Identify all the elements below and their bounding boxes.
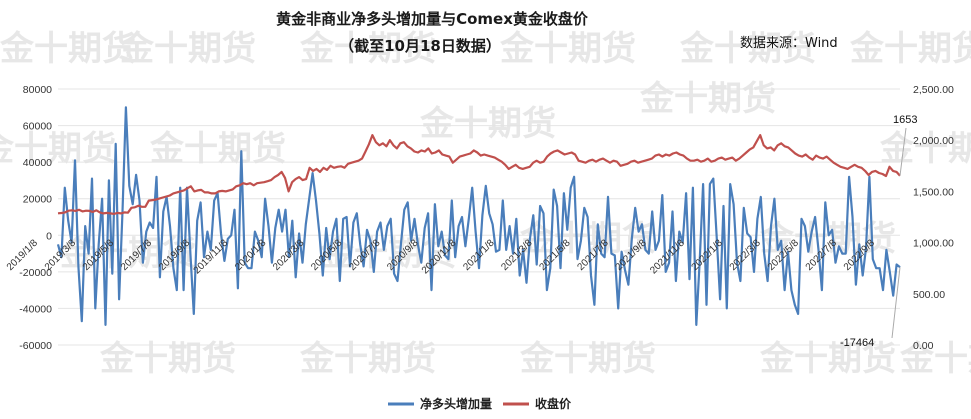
legend-label-net-long: 净多头增加量 bbox=[420, 396, 492, 411]
watermark-text: 金十期货 bbox=[0, 129, 116, 169]
watermark-text: 金十期货 bbox=[0, 29, 136, 69]
callout-line-close bbox=[899, 127, 907, 176]
series-line-net-long bbox=[56, 106, 901, 326]
y-left-tick-label: 40000 bbox=[23, 157, 52, 169]
y-axis-right: 2,500.00 2,000.00 1,500.00 1,000.00 500.00 0.… bbox=[913, 84, 954, 352]
watermark-text: 金十期货 bbox=[299, 29, 436, 69]
legend: 净多头增加量 收盘价 bbox=[388, 396, 572, 411]
watermark-text: 金十期货 bbox=[849, 29, 971, 69]
watermark-text: 金十期货 bbox=[149, 129, 286, 169]
series-line-close-price bbox=[57, 134, 901, 215]
chart-title: 黄金非商业净多头增加量与Comex黄金收盘价 bbox=[276, 10, 589, 28]
y-right-tick-label: 1,000.00 bbox=[913, 238, 954, 250]
watermark-text: 金十期货 bbox=[899, 339, 971, 379]
callout-line-net-long bbox=[891, 267, 901, 339]
watermark-text: 金十期货 bbox=[639, 79, 776, 119]
data-source: 数据来源：Wind bbox=[740, 36, 838, 51]
y-right-tick-label: 500.00 bbox=[913, 289, 945, 301]
watermark-text: 金十期货 bbox=[759, 339, 896, 379]
watermark-text: 金十期货 bbox=[99, 339, 236, 379]
watermark-text: 金十期货 bbox=[679, 29, 816, 69]
y-left-tick-label: -60000 bbox=[19, 340, 52, 352]
annotation-last-close: 1653 bbox=[893, 114, 917, 126]
y-left-tick-label: -20000 bbox=[19, 267, 52, 279]
watermark-text: 金十期货 bbox=[519, 339, 656, 379]
y-left-tick-label: -40000 bbox=[19, 303, 52, 315]
watermark-text: 金十期货 bbox=[419, 104, 556, 144]
x-tick-label: 2022/3/8 bbox=[728, 237, 764, 273]
y-right-tick-label: 2,500.00 bbox=[913, 84, 954, 96]
y-axis-left: 80000 60000 40000 20000 0 -20000 -40000 -60000 bbox=[19, 84, 52, 352]
watermark-text: 金十期货 bbox=[119, 29, 256, 69]
y-left-tick-label: 60000 bbox=[23, 121, 52, 133]
y-left-tick-label: 20000 bbox=[23, 194, 52, 206]
y-left-tick-label: 0 bbox=[46, 230, 52, 242]
y-left-tick-label: 80000 bbox=[23, 84, 52, 96]
y-right-tick-label: 0.00 bbox=[913, 340, 934, 352]
watermark-text: 金十期货 bbox=[499, 29, 636, 69]
chart-subtitle: （截至10月18日数据） bbox=[339, 37, 501, 55]
y-right-tick-label: 2,000.00 bbox=[913, 135, 954, 147]
watermark-text: 金十期货 bbox=[299, 339, 436, 379]
plot-area bbox=[56, 106, 907, 339]
legend-label-close-price: 收盘价 bbox=[535, 396, 572, 411]
annotation-last-net-long: -17464 bbox=[840, 337, 874, 349]
y-right-tick-label: 1,500.00 bbox=[913, 186, 954, 198]
